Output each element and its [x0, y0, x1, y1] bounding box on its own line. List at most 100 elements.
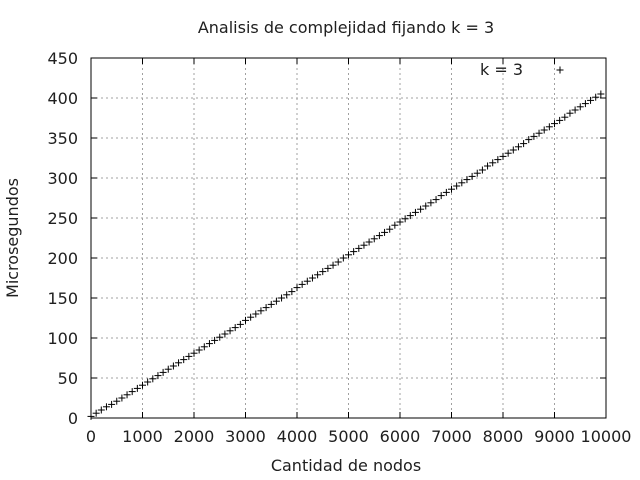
data-point — [525, 136, 533, 144]
data-point — [406, 212, 414, 220]
x-tick-label: 8000 — [483, 427, 524, 446]
data-point — [139, 381, 146, 389]
data-point — [314, 271, 322, 279]
grid-lines — [91, 58, 606, 418]
data-point — [576, 103, 584, 111]
data-point — [566, 109, 574, 117]
y-tick-label: 0 — [68, 409, 78, 428]
data-point — [123, 391, 131, 399]
data-point — [499, 152, 507, 160]
data-point — [365, 238, 373, 246]
data-point — [396, 218, 404, 226]
data-point — [288, 288, 296, 296]
data-point — [520, 140, 528, 148]
data-point — [164, 365, 172, 373]
data-point — [551, 120, 558, 128]
x-tick-label: 3000 — [225, 427, 266, 446]
data-point — [489, 159, 497, 167]
y-axis-label: Microsegundos — [3, 178, 22, 298]
legend-plus-marker — [556, 66, 564, 74]
data-point — [113, 397, 121, 405]
x-tick-label: 6000 — [380, 427, 421, 446]
data-point — [118, 394, 126, 402]
y-tick-label: 450 — [47, 49, 78, 68]
data-point — [484, 162, 492, 170]
data-point — [236, 320, 244, 328]
data-point — [587, 96, 595, 104]
data-point — [478, 166, 486, 174]
data-point — [216, 333, 224, 341]
data-point — [267, 300, 275, 308]
y-tick-label: 100 — [47, 329, 78, 348]
data-point — [345, 251, 352, 259]
data-point — [257, 307, 265, 315]
data-point — [154, 372, 162, 380]
data-point — [448, 185, 455, 193]
data-point — [422, 202, 430, 210]
data-point — [278, 294, 286, 302]
data-point — [92, 409, 100, 417]
data-point — [545, 123, 553, 131]
data-point — [272, 297, 280, 305]
data-point — [535, 129, 543, 137]
x-tick-label: 2000 — [174, 427, 215, 446]
data-point — [360, 241, 368, 249]
data-point — [411, 208, 419, 216]
data-point — [211, 336, 219, 344]
x-tick-label: 4000 — [277, 427, 318, 446]
data-point — [231, 324, 239, 332]
data-point — [303, 277, 311, 285]
data-point — [175, 359, 183, 367]
data-point — [417, 205, 425, 213]
data-point — [427, 199, 435, 207]
data-point — [102, 403, 110, 411]
data-point — [144, 378, 152, 386]
data-point — [432, 196, 440, 204]
data-point — [386, 225, 394, 233]
x-tick-label: 1000 — [122, 427, 163, 446]
chart-title: Analisis de complejidad fijando k = 3 — [198, 18, 494, 37]
data-point — [592, 93, 600, 101]
legend: k = 3 — [480, 60, 564, 79]
data-point — [463, 176, 471, 184]
data-point — [556, 116, 564, 124]
data-point — [391, 221, 399, 229]
data-point — [375, 232, 383, 240]
legend-marker — [556, 66, 564, 74]
data-point — [339, 254, 347, 262]
y-tick-label: 400 — [47, 89, 78, 108]
data-point — [442, 188, 450, 196]
legend-label: k = 3 — [480, 60, 523, 79]
data-point — [514, 143, 522, 151]
data-point — [128, 388, 136, 396]
x-axis-label: Cantidad de nodos — [271, 456, 421, 475]
data-point — [283, 291, 291, 299]
data-point — [504, 149, 512, 157]
y-tick-label: 300 — [47, 169, 78, 188]
x-tick-label: 10000 — [581, 427, 632, 446]
data-point — [329, 261, 337, 269]
data-point — [97, 406, 105, 414]
data-point — [381, 228, 389, 236]
y-tick-label: 250 — [47, 209, 78, 228]
data-point — [195, 346, 203, 354]
data-point — [190, 349, 198, 357]
data-point — [437, 192, 445, 200]
data-point — [597, 90, 605, 98]
data-point — [87, 412, 95, 420]
data-point — [473, 169, 481, 177]
y-tick-label: 50 — [58, 369, 78, 388]
data-point — [401, 215, 409, 223]
data-point — [221, 330, 229, 338]
data-point — [571, 106, 579, 114]
data-point — [293, 284, 301, 292]
data-point — [205, 340, 213, 348]
data-point — [159, 368, 167, 376]
data-point — [200, 343, 208, 351]
x-tick-label: 0 — [86, 427, 96, 446]
data-point — [334, 258, 342, 266]
data-point — [226, 327, 234, 335]
data-point — [540, 126, 548, 134]
y-tick-label: 200 — [47, 249, 78, 268]
data-point — [262, 304, 270, 312]
